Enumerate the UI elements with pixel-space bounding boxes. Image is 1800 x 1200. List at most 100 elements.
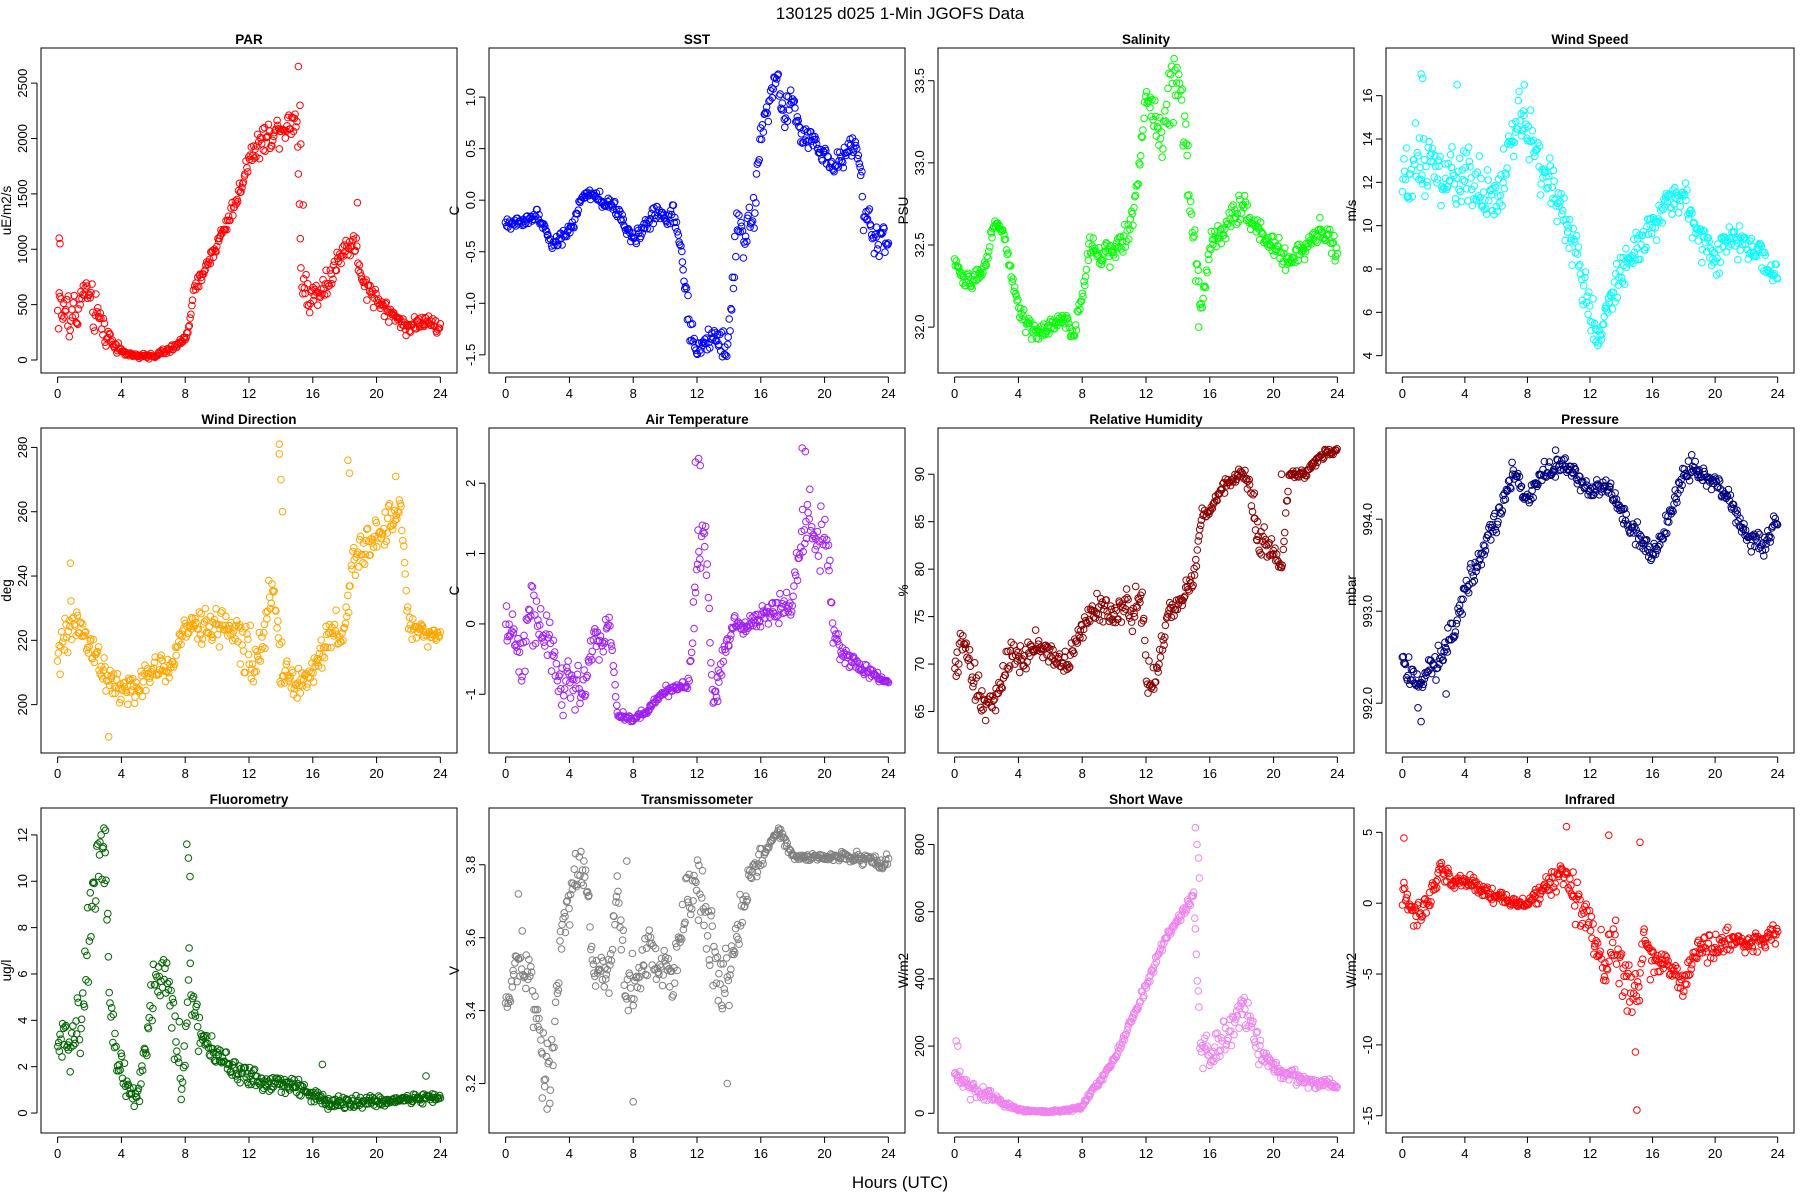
data-point bbox=[1109, 251, 1118, 259]
data-point bbox=[664, 954, 673, 963]
x-tick-label: 0 bbox=[951, 386, 958, 401]
data-point bbox=[1146, 103, 1154, 112]
data-point bbox=[1585, 302, 1594, 310]
data-point bbox=[575, 685, 583, 693]
data-point bbox=[629, 1098, 638, 1106]
data-point bbox=[741, 902, 749, 911]
data-point bbox=[541, 222, 549, 231]
data-point bbox=[575, 853, 584, 861]
data-point bbox=[557, 945, 566, 953]
data-point bbox=[96, 309, 104, 317]
data-point bbox=[1467, 174, 1475, 182]
data-point bbox=[1769, 276, 1777, 285]
y-tick-label: 260 bbox=[15, 501, 30, 523]
data-point bbox=[611, 681, 619, 689]
data-point bbox=[133, 1093, 141, 1101]
data-point bbox=[1330, 231, 1338, 240]
data-point bbox=[731, 924, 740, 933]
data-point bbox=[607, 642, 616, 650]
data-point bbox=[1477, 174, 1485, 183]
data-point bbox=[1529, 136, 1538, 145]
y-tick-label: 500 bbox=[15, 294, 30, 316]
data-point bbox=[643, 971, 652, 980]
data-point bbox=[246, 621, 255, 630]
data-point bbox=[304, 301, 313, 310]
data-point bbox=[823, 536, 831, 544]
data-point bbox=[148, 665, 156, 674]
x-tick-label: 16 bbox=[754, 766, 768, 781]
data-point bbox=[1184, 585, 1192, 594]
data-point bbox=[1080, 613, 1089, 621]
y-tick-label: -1.0 bbox=[463, 292, 478, 314]
data-point bbox=[580, 666, 588, 674]
data-point bbox=[968, 1080, 977, 1089]
data-point bbox=[611, 197, 619, 206]
data-point bbox=[1423, 668, 1431, 677]
data-point bbox=[1191, 226, 1199, 234]
data-point bbox=[1700, 233, 1708, 241]
data-point bbox=[253, 647, 261, 656]
data-point bbox=[971, 1087, 980, 1096]
data-point bbox=[322, 266, 330, 275]
data-point bbox=[117, 695, 125, 704]
data-point bbox=[542, 1052, 551, 1061]
data-point bbox=[1265, 551, 1274, 560]
data-point bbox=[1070, 649, 1078, 658]
data-point bbox=[853, 658, 862, 666]
data-point bbox=[694, 454, 703, 463]
data-point bbox=[1192, 555, 1200, 564]
data-point bbox=[737, 222, 746, 231]
data-point bbox=[1468, 568, 1476, 576]
data-point bbox=[1474, 549, 1483, 558]
data-point bbox=[85, 642, 94, 651]
data-point bbox=[1550, 177, 1558, 185]
y-tick-label: 85 bbox=[912, 514, 927, 528]
data-point bbox=[66, 1068, 74, 1076]
data-point bbox=[1564, 224, 1573, 232]
data-point bbox=[412, 634, 421, 642]
data-point bbox=[1657, 203, 1666, 212]
data-point bbox=[734, 935, 742, 944]
data-point bbox=[720, 985, 729, 993]
data-point bbox=[218, 607, 226, 615]
data-point bbox=[233, 197, 242, 206]
data-point bbox=[995, 678, 1003, 687]
data-point bbox=[1691, 457, 1699, 466]
data-point bbox=[856, 163, 864, 172]
data-point bbox=[146, 678, 154, 687]
data-point bbox=[624, 225, 633, 233]
data-point bbox=[812, 140, 821, 148]
data-point bbox=[1667, 510, 1675, 518]
x-axis: 0 4 8 12 16 20 24 bbox=[951, 756, 1345, 781]
data-point bbox=[1161, 107, 1169, 115]
data-point bbox=[1772, 519, 1780, 528]
data-point bbox=[1650, 216, 1658, 224]
data-point bbox=[776, 589, 784, 598]
data-point bbox=[334, 257, 343, 266]
data-point bbox=[1445, 176, 1454, 185]
data-point bbox=[1581, 268, 1590, 276]
data-point bbox=[764, 117, 773, 126]
data-point bbox=[117, 1049, 125, 1058]
data-point bbox=[309, 669, 317, 677]
data-point bbox=[309, 296, 318, 305]
data-point bbox=[299, 275, 308, 283]
data-point bbox=[671, 224, 680, 232]
x-tick-label: 20 bbox=[369, 1146, 383, 1161]
data-point bbox=[529, 1023, 538, 1032]
data-point bbox=[569, 222, 577, 231]
data-point bbox=[1177, 96, 1186, 104]
data-point bbox=[851, 141, 860, 150]
data-point bbox=[191, 615, 200, 623]
data-point bbox=[216, 231, 225, 240]
data-point bbox=[67, 597, 75, 605]
data-point bbox=[276, 1074, 285, 1083]
data-point bbox=[105, 329, 114, 338]
data-point bbox=[595, 656, 603, 664]
data-point bbox=[197, 609, 205, 618]
data-point bbox=[1268, 246, 1276, 255]
data-point bbox=[764, 620, 773, 628]
data-point bbox=[254, 655, 263, 664]
data-point bbox=[1325, 230, 1333, 238]
data-point bbox=[834, 854, 843, 862]
